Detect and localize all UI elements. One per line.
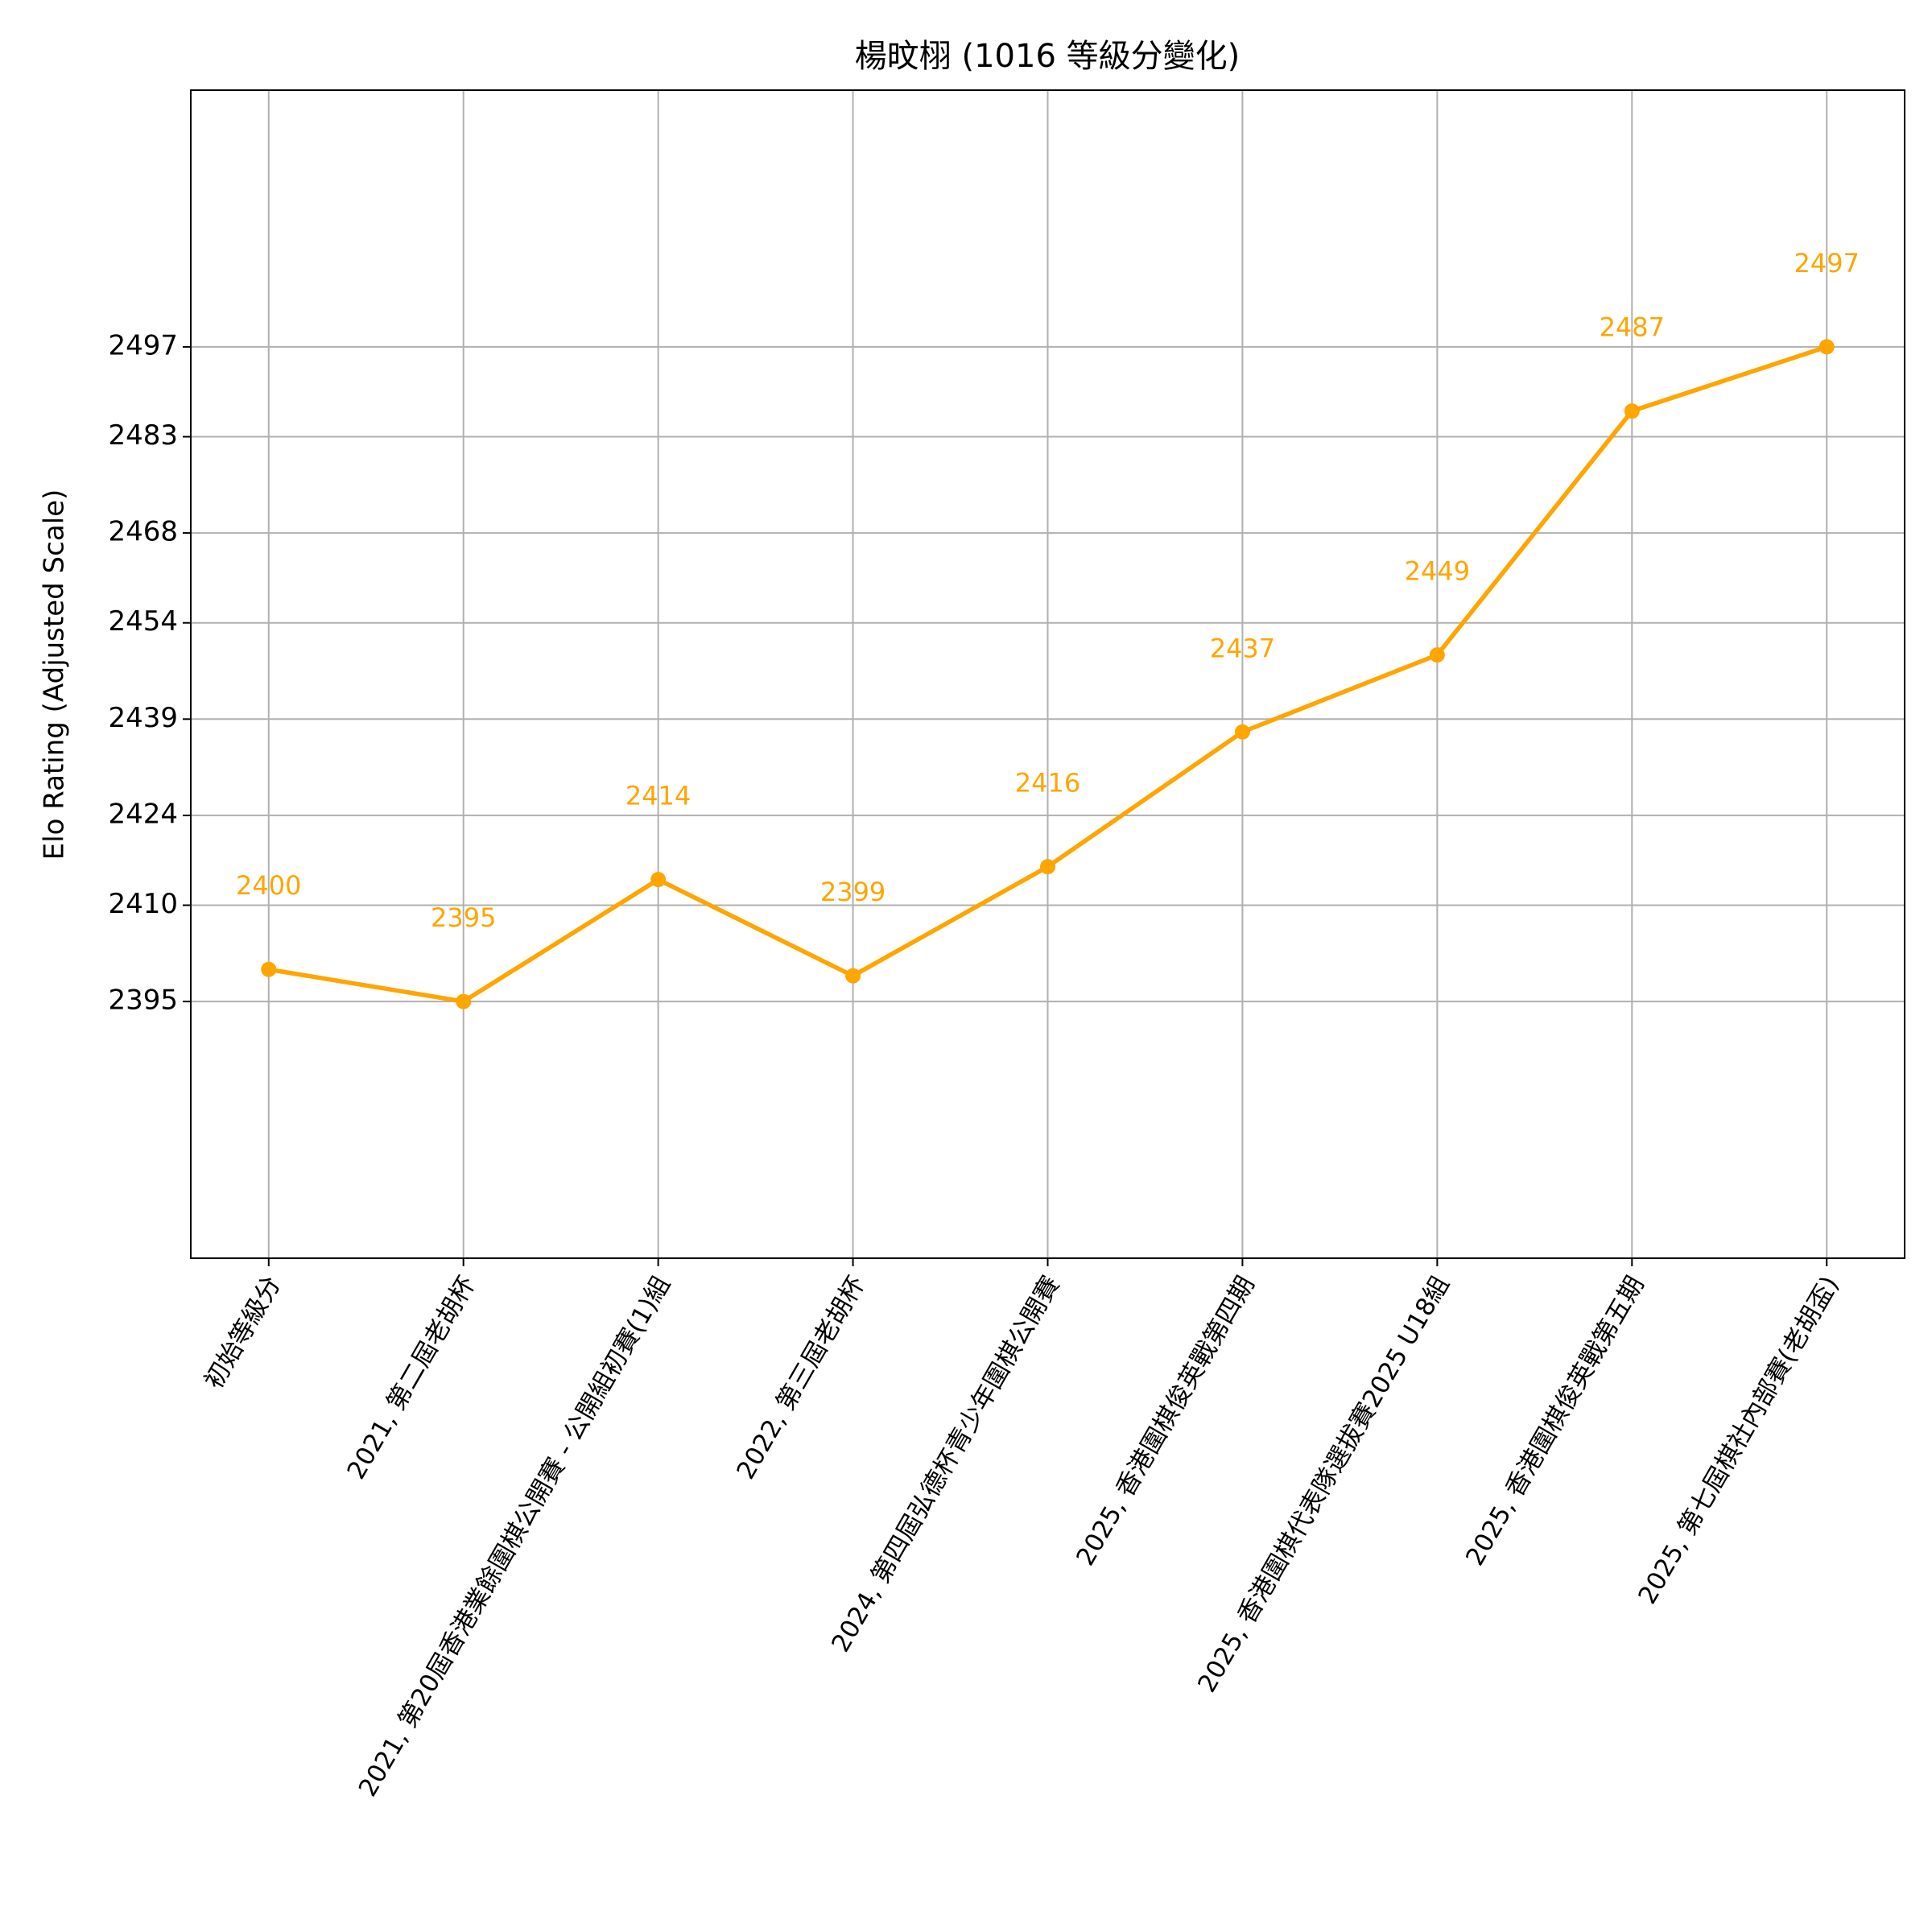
y-axis-title: Elo Rating (Adjusted Scale)	[39, 489, 71, 861]
x-tick-label: 2024, 第四屆弘德杯青少年圍棋公開賽	[826, 1271, 1065, 1657]
marker	[1429, 647, 1445, 663]
data-label: 2449	[1405, 556, 1470, 587]
marker	[650, 872, 667, 888]
data-label: 2437	[1210, 633, 1275, 663]
x-tick-label: 2021, 第二屆老胡杯	[342, 1271, 481, 1484]
y-tick-label: 2395	[108, 985, 178, 1017]
data-label: 2416	[1015, 768, 1080, 799]
x-tick-label: 2021, 第20屆香港業餘圍棋公開賽 - 公開組初賽(1)組	[353, 1271, 676, 1802]
y-tick-label: 2483	[108, 419, 178, 452]
x-tick-label: 2025, 香港圍棋俊英戰第四期	[1071, 1271, 1260, 1571]
y-tick-label: 2497	[108, 329, 178, 361]
marker	[261, 961, 277, 977]
chart-title: 楊旼栩 (1016 等級分變化)	[855, 38, 1240, 75]
y-tick-label: 2424	[108, 798, 178, 830]
x-tick-label: 2025, 第七屆棋社內部賽(老胡盃)	[1633, 1271, 1844, 1609]
marker	[1234, 724, 1250, 740]
y-tick-label: 2454	[108, 605, 178, 638]
y-tick-label: 2439	[108, 702, 178, 734]
data-label: 2395	[431, 902, 496, 933]
data-label: 2497	[1794, 248, 1860, 279]
y-tick-label: 2468	[108, 516, 178, 548]
data-label: 2414	[625, 781, 691, 811]
x-tick-label: 2025, 香港圍棋俊英戰第五期	[1460, 1271, 1649, 1571]
data-label: 2487	[1600, 312, 1665, 343]
y-tick-label: 2410	[108, 888, 178, 920]
plot-frame	[190, 89, 1905, 1259]
marker	[1040, 859, 1055, 875]
data-label: 2399	[820, 877, 886, 907]
data-label: 2400	[236, 870, 301, 901]
marker	[845, 968, 861, 984]
x-tick-label: 初始等級分	[199, 1271, 287, 1393]
marker	[1624, 403, 1640, 419]
marker	[1818, 339, 1835, 355]
marker	[456, 993, 472, 1009]
x-tick-label: 2022, 第三屆老胡杯	[731, 1271, 870, 1484]
